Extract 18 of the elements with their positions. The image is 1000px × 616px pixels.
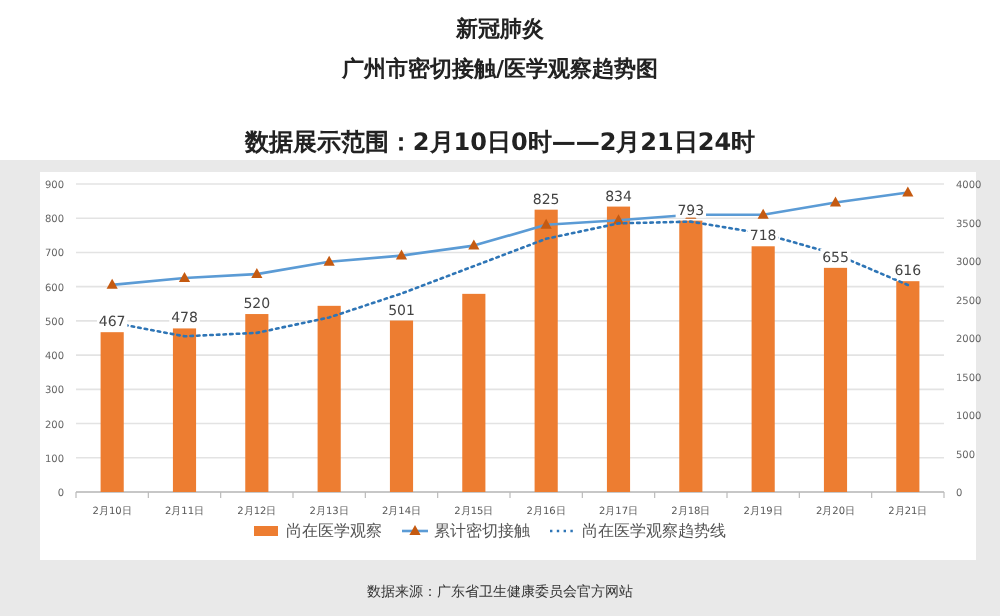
bar: [606, 206, 631, 492]
chart-title: 新冠肺炎: [454, 16, 546, 42]
chart-subtitle: 广州市密切接触/医学观察趋势图: [339, 56, 659, 82]
text: 数据展示范围：2月10日0时——2月21日24时: [242, 128, 756, 156]
bar: [679, 220, 703, 492]
legend-label: 尚在医学观察趋势线: [582, 522, 726, 540]
bar: [317, 305, 341, 492]
bar: [751, 246, 775, 492]
legend-label: 尚在医学观察: [286, 522, 382, 540]
legend-label: 累计密切接触: [434, 522, 530, 540]
bar: [823, 267, 848, 492]
bar: [100, 332, 124, 492]
bar: [534, 209, 558, 492]
bar: [389, 320, 414, 492]
bar: [896, 281, 920, 492]
bar: [245, 314, 269, 492]
bar: [462, 293, 486, 492]
bar: [172, 328, 197, 492]
